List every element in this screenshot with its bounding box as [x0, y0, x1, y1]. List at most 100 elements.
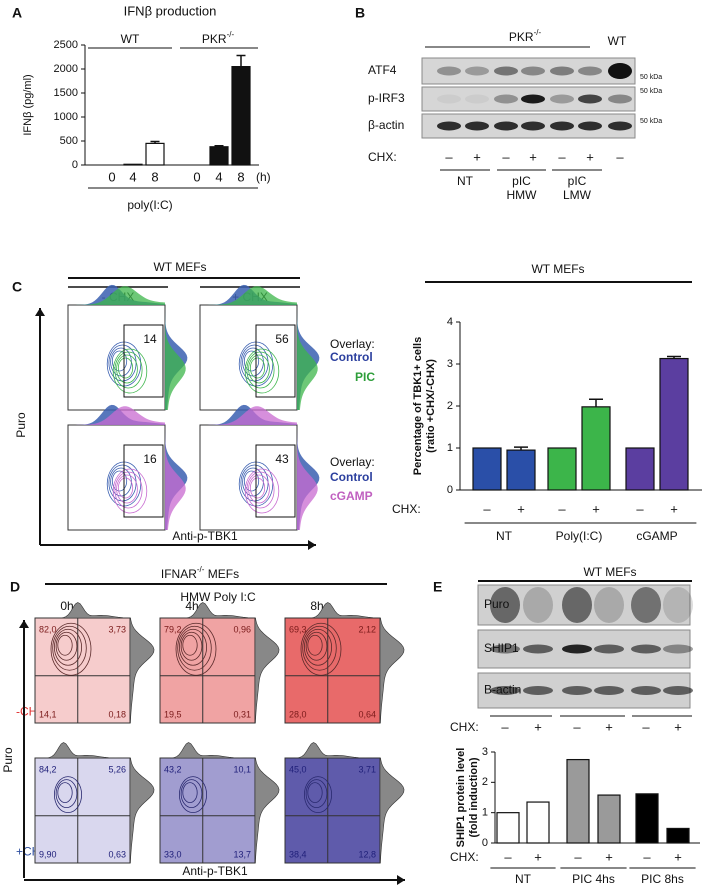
histogram — [379, 617, 405, 724]
bar — [581, 406, 611, 491]
blot-band — [578, 66, 602, 76]
bar — [123, 163, 143, 166]
chart-title: IFNβ production — [124, 3, 217, 18]
blot-band — [663, 686, 693, 695]
contour — [182, 634, 198, 656]
contour — [246, 351, 275, 389]
y-tick-label: 1 — [482, 807, 488, 819]
row-label: CHX: — [450, 850, 479, 864]
blot-band — [550, 66, 574, 76]
group-label: NT — [496, 529, 513, 543]
blot-band — [562, 686, 592, 695]
group-label: NT — [457, 174, 474, 188]
gate — [255, 444, 296, 518]
group-label: WT — [121, 32, 140, 46]
flow-title-rest: MEFs — [204, 567, 239, 581]
contour — [248, 474, 270, 504]
contour — [116, 354, 138, 384]
blot-band — [437, 121, 461, 131]
blot-band — [490, 644, 520, 654]
y-tick-label: 0 — [447, 484, 453, 496]
contour — [112, 348, 148, 394]
x-tick-label: – — [558, 501, 566, 516]
blot-row-label: ATF4 — [368, 63, 397, 77]
lane-label: – — [445, 149, 453, 164]
contour — [57, 634, 73, 656]
quadrant-value: 9,90 — [39, 849, 57, 859]
contour — [249, 477, 266, 499]
quadrant-value: 38,4 — [289, 849, 307, 859]
quadrant-value: 45,0 — [289, 764, 307, 774]
contour — [175, 622, 217, 676]
blot-band — [465, 94, 489, 104]
lane-label: – — [573, 719, 581, 734]
wt-label: WT — [608, 34, 627, 48]
quadrant-value: 43,2 — [164, 764, 182, 774]
y-tick-label: 4 — [447, 316, 453, 328]
quadrant-value: 0,64 — [358, 709, 376, 719]
blot-row-label: Puro — [484, 597, 510, 611]
contour — [114, 351, 143, 389]
blot-band — [608, 121, 632, 131]
y-axis-label: IFNβ (pg/ml) — [22, 74, 34, 135]
quadrant-value: 3,73 — [108, 624, 126, 634]
blot-band — [608, 94, 632, 104]
contour — [249, 357, 266, 379]
contour — [55, 631, 78, 661]
x-tick-label: + — [517, 501, 525, 516]
panel-label: B — [355, 5, 365, 21]
lane-label: – — [502, 149, 510, 164]
group-label: pIC — [512, 174, 531, 188]
group-label: LMW — [563, 188, 592, 202]
arrow-head — [19, 620, 29, 628]
bar — [526, 801, 550, 844]
gate-value: 43 — [275, 452, 289, 466]
histogram — [165, 425, 186, 530]
flow-title: IFNAR-/- MEFs — [161, 565, 239, 581]
group-label-sup: -/- — [227, 30, 235, 39]
group-label: NT — [515, 872, 532, 886]
x-tick-label: 4 — [129, 169, 136, 184]
overlay-label: Overlay: — [330, 337, 375, 351]
y-tick-label: 0 — [72, 159, 78, 171]
quadrant-value: 28,0 — [289, 709, 307, 719]
bar — [597, 794, 621, 844]
error-bar — [214, 145, 224, 147]
x-axis-label: Anti-p-TBK1 — [172, 529, 238, 543]
quadrant-value: 0,18 — [108, 709, 126, 719]
y-tick-label: 2500 — [54, 39, 78, 51]
gate-value: 14 — [143, 332, 157, 346]
blot-band — [631, 686, 661, 695]
histogram — [160, 602, 256, 619]
y-tick-label: 500 — [60, 135, 78, 147]
x-axis-label: Anti-p-TBK1 — [182, 864, 248, 878]
flow-title-main: IFNAR — [161, 567, 197, 581]
x-tick-label: – — [643, 849, 651, 864]
bar — [145, 142, 165, 166]
arrow-head — [397, 875, 405, 885]
y-axis-label: Puro — [1, 747, 15, 773]
row-label: CHX: — [450, 720, 479, 734]
histogram — [68, 286, 165, 305]
blot-strip — [421, 57, 636, 85]
error-bar — [514, 446, 528, 451]
blot-band — [494, 94, 518, 104]
error-bar — [236, 54, 246, 67]
bar — [547, 447, 577, 491]
contour — [307, 782, 323, 803]
bar — [659, 357, 689, 491]
contour — [114, 471, 143, 509]
flow-title: WT MEFs — [153, 260, 206, 274]
blot-band — [550, 94, 574, 104]
y-tick-label: 1 — [447, 442, 453, 454]
x-tick-label: + — [674, 849, 682, 864]
bar — [635, 793, 659, 844]
x-tick-label: 0 — [108, 169, 115, 184]
blot-band — [663, 587, 693, 623]
chart-title: WT MEFs — [531, 262, 584, 276]
contour — [248, 354, 270, 384]
blot-band — [594, 644, 624, 654]
quadrant-value: 2,12 — [358, 624, 376, 634]
contour — [300, 622, 342, 676]
x-tick-label: + — [670, 501, 678, 516]
